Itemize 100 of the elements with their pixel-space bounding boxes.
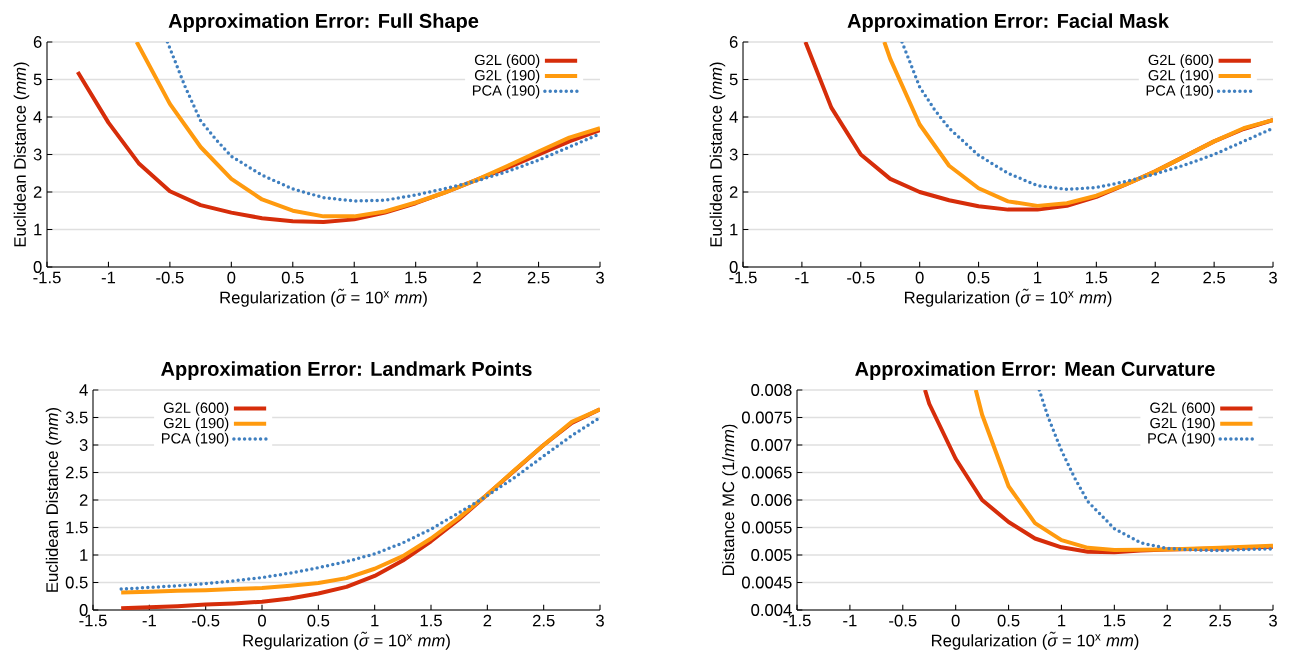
y-tick-label: 0.0055 [741, 521, 792, 534]
x-tick-label: 2 [1163, 614, 1172, 627]
y-tick-label: 0.006 [751, 494, 792, 506]
line-series [1037, 390, 1274, 553]
x-tick-label: 2.5 [527, 271, 550, 284]
y-tick-label: 3 [33, 148, 42, 161]
legend-label: G2L (600) [474, 54, 540, 68]
y-tick-label: 1 [80, 549, 88, 561]
y-tick-label: 0.0045 [741, 576, 792, 589]
x-tick-label: 1 [371, 614, 379, 627]
x-tick-label: 2.5 [1203, 271, 1226, 284]
y-tick-label: 0.0075 [741, 411, 792, 424]
y-tick-label: 3.5 [65, 411, 88, 424]
x-tick-label: 0.5 [307, 614, 330, 627]
y-tick-label: 0 [33, 261, 42, 273]
y-tick-label: 0 [79, 604, 88, 616]
y-tick-label: 3 [729, 148, 738, 161]
x-tick-label: -0.5 [847, 271, 875, 284]
x-tick-label: -1 [795, 271, 809, 284]
x-tick-label: -0.5 [156, 271, 184, 284]
y-tick-label: 4 [79, 384, 88, 396]
y-tick-label: 0.007 [751, 439, 792, 451]
y-axis-title: Distance MC (1/mm) [721, 424, 738, 576]
x-tick-label: -1.5 [783, 614, 811, 627]
legend-label: PCA (190) [472, 84, 540, 99]
legend-label: PCA (190) [1146, 84, 1213, 99]
y-tick-label: 0.004 [751, 604, 792, 616]
y-tick-label: 5 [729, 73, 738, 86]
y-axis-title: Euclidean Distance (mm) [13, 62, 30, 247]
x-tick-label: -1.5 [33, 271, 61, 284]
y-tick-label: 0.5 [65, 576, 88, 589]
legend-label: G2L (190) [474, 69, 540, 84]
x-tick-label: 0.5 [997, 614, 1020, 627]
y-tick-label: 0 [729, 261, 738, 273]
line-series [973, 390, 1274, 553]
x-tick-label: -1 [843, 614, 857, 627]
legend-label: G2L (600) [1150, 402, 1215, 416]
x-tick-label: 1.5 [420, 614, 442, 627]
x-tick-label: 2 [1151, 271, 1160, 284]
x-tick-label: 1 [1034, 271, 1042, 284]
x-tick-label: -1.5 [79, 614, 107, 627]
y-tick-label: 6 [33, 36, 42, 48]
x-tick-label: 3 [1269, 271, 1277, 284]
x-tick-label: -1 [142, 614, 156, 627]
x-tick-label: -0.5 [889, 614, 917, 627]
y-tick-label: 2 [79, 494, 88, 506]
y-tick-label: 3 [79, 439, 88, 451]
x-tick-label: 2 [483, 614, 492, 627]
legend-label: PCA (190) [161, 432, 229, 447]
y-tick-label: 6 [729, 36, 738, 48]
x-tick-label: 3 [1269, 614, 1277, 627]
y-tick-label: 0.008 [751, 384, 792, 396]
x-axis-title: Regularization (σ̃ = 10$^{x}$ mm) [220, 288, 427, 307]
chart-title: Approximation Error: Landmark Points [161, 361, 532, 380]
chart-title: Approximation Error: Mean Curvature [855, 361, 1215, 380]
x-tick-label: 0 [951, 614, 960, 627]
x-axis-title: Regularization (σ̃ = 10$^{x}$ mm) [904, 288, 1112, 307]
y-tick-label: 2 [729, 186, 738, 198]
y-tick-label: 1 [730, 223, 738, 236]
x-tick-label: 0 [258, 614, 266, 627]
x-tick-label: 1 [1058, 614, 1066, 627]
y-tick-label: 0.005 [751, 549, 792, 561]
x-tick-label: 2.5 [1209, 614, 1232, 627]
x-tick-label: -1 [101, 271, 116, 284]
legend-label: G2L (600) [1148, 54, 1213, 68]
y-axis-title: Euclidean Distance (mm) [709, 62, 726, 247]
x-tick-label: 1.5 [1086, 271, 1108, 284]
x-tick-label: -0.5 [192, 614, 220, 627]
y-tick-label: 2.5 [65, 466, 88, 479]
x-tick-label: 0 [227, 271, 236, 284]
y-tick-label: 1.5 [66, 521, 88, 534]
y-tick-label: 4 [729, 111, 738, 123]
x-tick-label: -1.5 [729, 271, 757, 284]
y-tick-label: 5 [33, 73, 42, 86]
x-tick-label: 0.5 [967, 271, 990, 284]
legend-label: G2L (600) [163, 402, 229, 416]
legend-label: PCA (190) [1148, 432, 1215, 447]
legend-label: G2L (190) [163, 417, 229, 432]
y-tick-label: 4 [33, 111, 42, 123]
x-tick-label: 3 [595, 614, 604, 627]
x-tick-label: 0 [915, 271, 924, 284]
line-series [165, 41, 601, 203]
chart-title: Approximation Error: Facial Mask [847, 13, 1169, 32]
x-axis-title: Regularization (σ̃ = 10$^{x}$ mm) [931, 631, 1139, 650]
x-tick-label: 2 [473, 271, 481, 284]
chart-title: Approximation Error: Full Shape [168, 13, 479, 32]
legend-label: G2L (190) [1148, 69, 1213, 84]
y-tick-label: 1 [34, 223, 42, 236]
x-tick-label: 3 [596, 271, 604, 284]
x-axis-title: Regularization (σ̃ = 10$^{x}$ mm) [243, 631, 450, 650]
x-tick-label: 1.5 [1104, 614, 1126, 627]
x-tick-label: 0.5 [281, 271, 304, 284]
x-tick-label: 2.5 [532, 614, 555, 627]
legend-label: G2L (190) [1150, 417, 1215, 432]
y-axis-title: Euclidean Distance (mm) [45, 407, 62, 592]
x-tick-label: 1.5 [405, 271, 427, 284]
x-tick-label: 1 [350, 271, 359, 284]
line-series [134, 41, 601, 219]
y-tick-label: 2 [33, 186, 42, 198]
y-tick-label: 0.0065 [741, 466, 792, 479]
